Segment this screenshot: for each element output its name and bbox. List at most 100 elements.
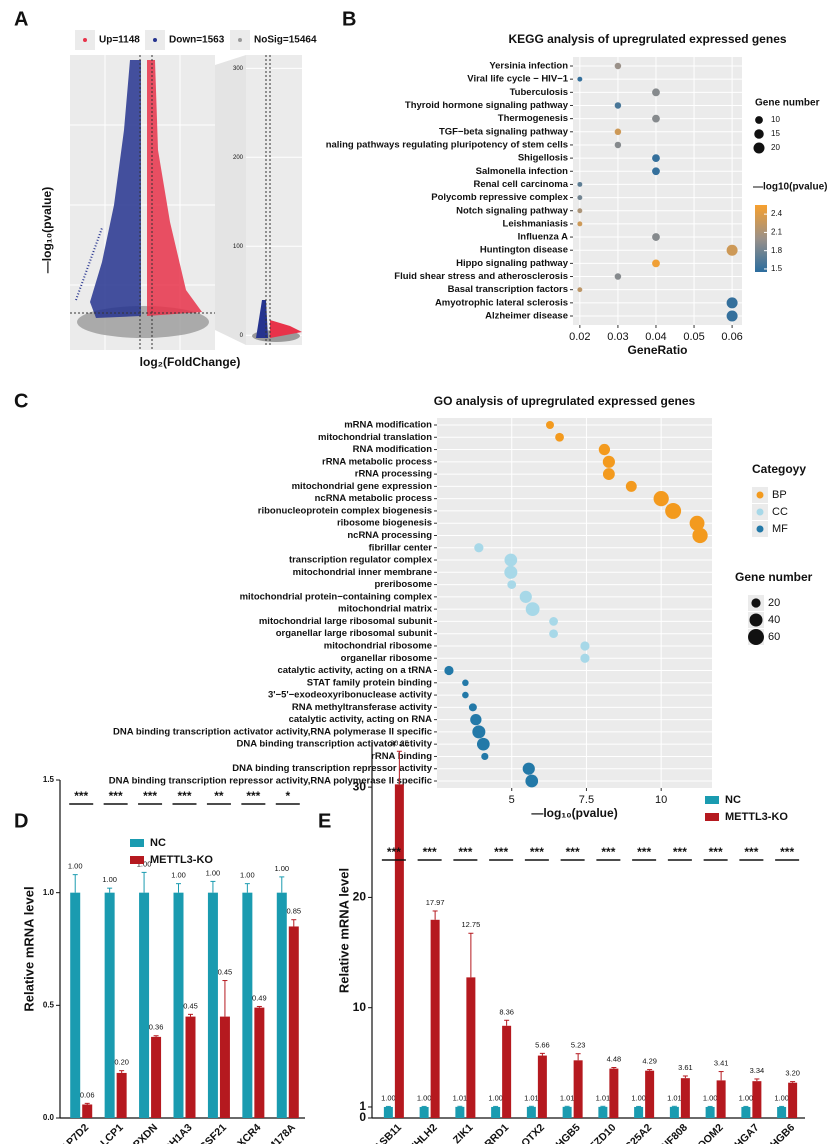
legend-label: METTL3-KO <box>725 811 788 823</box>
value-label: 0.20 <box>114 1058 129 1067</box>
bubble <box>577 181 583 187</box>
bar <box>394 784 404 1118</box>
y-tick-label: ncRNA processing <box>347 530 432 541</box>
panel-letter: D <box>14 810 28 832</box>
y-tick-label: rRNA binding <box>371 751 432 762</box>
legend-title: Categoyy <box>752 462 806 476</box>
value-label: 1.00 <box>274 864 289 873</box>
bubble <box>689 515 705 531</box>
up-cloud <box>147 60 202 316</box>
legend-label: BP <box>772 489 787 501</box>
panel-letter: C <box>14 390 28 412</box>
value-label: 1.01 <box>453 1093 468 1102</box>
value-label: 5.23 <box>571 1041 586 1050</box>
bar <box>276 892 287 1118</box>
y-tick-label: 20 <box>353 890 367 904</box>
value-label: 1.01 <box>667 1093 682 1102</box>
down-streak <box>75 227 103 301</box>
bar <box>741 1106 751 1118</box>
y-tick-label: Renal cell carcinoma <box>473 179 568 190</box>
bubble <box>598 443 611 456</box>
legend-marker <box>153 38 157 42</box>
y-tick-label: naling pathways regulating pluripotency … <box>326 139 568 150</box>
y-tick-label: mitochondrial large ribosomal subunit <box>259 616 433 627</box>
legend-label: Up=1148 <box>99 35 140 46</box>
bar <box>383 1106 393 1118</box>
bubble <box>614 62 622 70</box>
y-tick-label: 200 <box>233 155 244 161</box>
value-label: 12.75 <box>461 920 480 929</box>
y-tick-label: mitochondrial ribosome <box>324 640 432 651</box>
y-tick-label: ribonucleoprotein complex biogenesis <box>258 505 432 516</box>
bubble <box>472 725 486 739</box>
y-tick-label: Viral life cycle − HIV−1 <box>467 74 568 85</box>
bar <box>562 1106 572 1118</box>
bar <box>573 1060 583 1118</box>
size-legend-marker <box>751 598 761 608</box>
bubble <box>476 737 490 751</box>
panel-letter: B <box>342 8 356 30</box>
value-label: 4.48 <box>607 1054 622 1063</box>
bubble <box>577 221 583 227</box>
y-axis-label: Relative mRNA level <box>21 886 36 1011</box>
y-tick-label: 100 <box>233 244 244 250</box>
zoom-connector <box>215 55 246 345</box>
bubble <box>580 641 590 651</box>
bubble <box>462 691 469 699</box>
bubble <box>577 208 583 214</box>
bubble <box>468 703 477 712</box>
x-tick-label: ALDH1A3 <box>152 1121 195 1144</box>
legend-marker <box>705 796 719 804</box>
value-label: 3.41 <box>714 1059 729 1068</box>
significance: *** <box>143 789 157 803</box>
size-legend-marker <box>748 629 764 645</box>
x-tick-label: 0.06 <box>721 331 742 343</box>
value-label: 1.00 <box>488 1093 503 1102</box>
value-label: 0.36 <box>149 1023 164 1032</box>
y-tick-label: Basal transcription factors <box>448 284 568 295</box>
bubble <box>580 653 590 663</box>
legend-label: NC <box>150 837 166 849</box>
value-label: 1.00 <box>739 1093 754 1102</box>
size-legend-marker <box>753 142 765 154</box>
y-tick-label: rRNA metabolic process <box>322 456 432 467</box>
plot-background <box>437 418 712 788</box>
bubble <box>504 565 518 579</box>
significance: *** <box>458 845 472 859</box>
x-tick-label: IGSF21 <box>195 1121 229 1144</box>
y-tick-label: 1 <box>359 1099 366 1113</box>
y-tick-label: 0 <box>359 1110 366 1124</box>
bar <box>70 892 81 1118</box>
bar <box>288 926 299 1118</box>
legend-label: MF <box>772 523 788 535</box>
bubble <box>652 233 660 241</box>
y-tick-label: 0.5 <box>43 1000 55 1009</box>
x-tick-label: 7.5 <box>579 794 594 806</box>
y-tick-label: DNA binding transcription activator acti… <box>237 739 433 750</box>
y-tick-label: catalytic activity, acting on RNA <box>289 714 433 725</box>
bar <box>151 1036 162 1118</box>
x-tick-label: 0.04 <box>645 331 666 343</box>
bar <box>219 1016 230 1118</box>
y-tick-label: Salmonella infection <box>476 166 569 177</box>
bar <box>173 892 184 1118</box>
significance: *** <box>109 789 123 803</box>
x-tick-label: SLC25A2 <box>613 1121 654 1144</box>
y-tick-label: mitochondrial gene expression <box>292 481 433 492</box>
size-legend-title: Gene number <box>735 570 813 584</box>
bar <box>455 1106 465 1118</box>
chart-title: GO analysis of upregrulated expressed ge… <box>434 394 696 408</box>
legend-marker <box>756 491 764 499</box>
value-label: 0.85 <box>286 907 301 916</box>
significance: *** <box>780 845 794 859</box>
y-tick-label: mitochondrial translation <box>318 432 432 443</box>
y-tick-label: ncRNA metabolic process <box>315 493 432 504</box>
y-tick-label: Hippo signaling pathway <box>456 258 569 269</box>
value-label: 1.01 <box>524 1093 539 1102</box>
bar <box>634 1106 644 1118</box>
bubble <box>653 491 669 507</box>
bar <box>466 977 476 1118</box>
y-tick-label: TGF−beta signaling pathway <box>439 126 569 137</box>
significance: *** <box>387 845 401 859</box>
y-tick-label: Huntington disease <box>480 245 568 256</box>
